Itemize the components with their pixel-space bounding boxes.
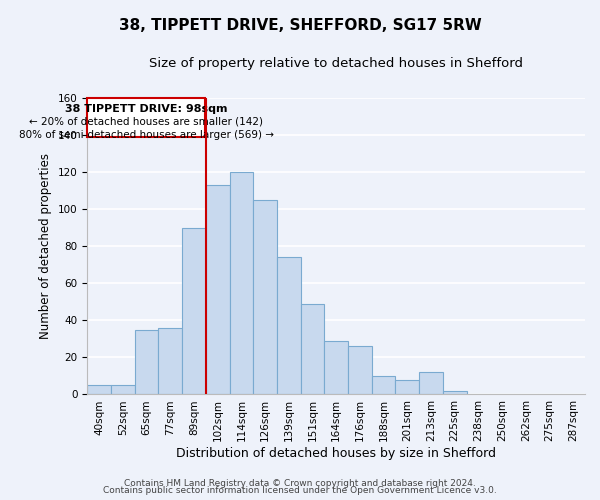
Text: 38 TIPPETT DRIVE: 98sqm: 38 TIPPETT DRIVE: 98sqm [65, 104, 227, 114]
FancyBboxPatch shape [88, 98, 205, 137]
X-axis label: Distribution of detached houses by size in Shefford: Distribution of detached houses by size … [176, 447, 496, 460]
Bar [395, 380, 419, 394]
Text: 80% of semi-detached houses are larger (569) →: 80% of semi-detached houses are larger (… [19, 130, 274, 140]
Bar [372, 376, 395, 394]
Bar [277, 258, 301, 394]
Bar [88, 385, 111, 394]
Bar [253, 200, 277, 394]
Bar [443, 391, 467, 394]
Title: Size of property relative to detached houses in Shefford: Size of property relative to detached ho… [149, 58, 523, 70]
Bar [206, 185, 230, 394]
Text: Contains HM Land Registry data © Crown copyright and database right 2024.: Contains HM Land Registry data © Crown c… [124, 478, 476, 488]
Bar [158, 328, 182, 394]
Text: 38, TIPPETT DRIVE, SHEFFORD, SG17 5RW: 38, TIPPETT DRIVE, SHEFFORD, SG17 5RW [119, 18, 481, 32]
Text: Contains public sector information licensed under the Open Government Licence v3: Contains public sector information licen… [103, 486, 497, 495]
Bar [230, 172, 253, 394]
Bar [325, 340, 348, 394]
Bar [301, 304, 325, 394]
Bar [135, 330, 158, 394]
Bar [111, 385, 135, 394]
Y-axis label: Number of detached properties: Number of detached properties [40, 154, 52, 340]
Bar [182, 228, 206, 394]
Text: ← 20% of detached houses are smaller (142): ← 20% of detached houses are smaller (14… [29, 116, 263, 126]
Bar [348, 346, 372, 395]
Bar [419, 372, 443, 394]
